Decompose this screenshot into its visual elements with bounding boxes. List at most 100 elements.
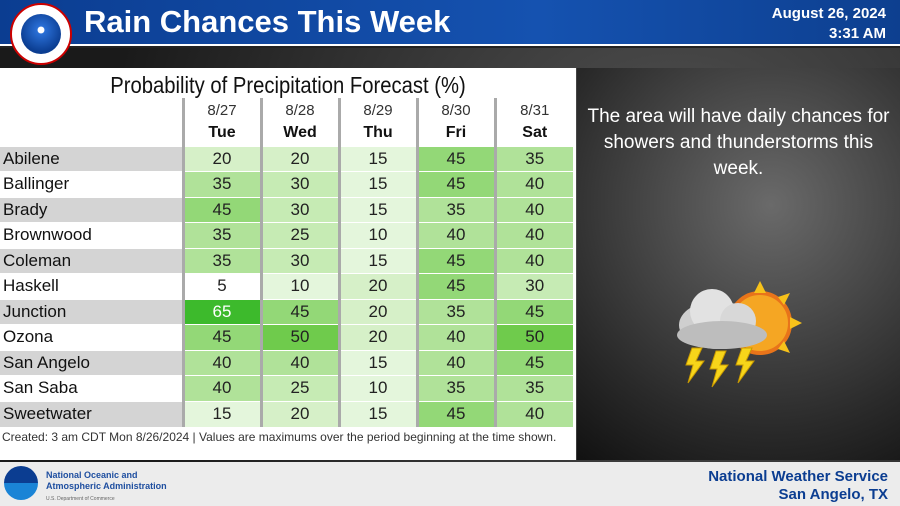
header: Rain Chances This Week August 26, 2024 3…	[0, 0, 900, 46]
location-name: Ozona	[0, 324, 183, 350]
location-name: San Angelo	[0, 349, 183, 376]
pop-cell: 45	[415, 247, 495, 274]
location-name: Sweetwater	[0, 400, 183, 427]
pop-cell: 30	[493, 273, 573, 299]
location-name: Ballinger	[0, 171, 183, 197]
table-row: Brady 45 30 15 35 40	[0, 196, 573, 223]
pop-cell: 30	[259, 196, 339, 223]
table-row: Haskell 5 10 20 45 30	[0, 273, 573, 299]
forecast-message: The area will have daily chances for sho…	[587, 106, 890, 179]
location-name: Junction	[0, 298, 183, 325]
pop-cell: 35	[493, 375, 573, 401]
location-name: Abilene	[0, 145, 183, 172]
pop-cell: 45	[415, 273, 495, 299]
noaa-line3: U.S. Department of Commerce	[46, 496, 115, 502]
pop-cell: 45	[181, 196, 261, 223]
pop-cell: 15	[337, 349, 417, 376]
pop-cell: 65	[181, 298, 261, 325]
location-name: San Saba	[0, 375, 183, 401]
office-line2: San Angelo, TX	[778, 486, 888, 503]
column-date: 8/31	[520, 101, 550, 119]
column-date: 8/30	[441, 101, 471, 119]
table-row: Coleman 35 30 15 45 40	[0, 247, 573, 274]
pop-table: 8/27 Tue 8/28 Wed 8/29 Thu 8/30 Fri 8/31 Sat Abil…	[0, 98, 573, 427]
pop-cell: 45	[181, 324, 261, 350]
noaa-logo	[4, 466, 38, 500]
pop-cell: 35	[415, 196, 495, 223]
pop-cell: 35	[493, 145, 573, 172]
pop-cell: 5	[181, 273, 261, 299]
column-header: 8/28 Wed	[259, 98, 339, 146]
location-name: Haskell	[0, 273, 183, 299]
column-day: Wed	[283, 123, 317, 141]
pop-table-panel: Probability of Precipitation Forecast (%…	[0, 68, 576, 460]
column-day: Fri	[445, 123, 467, 141]
pop-cell: 20	[337, 273, 417, 299]
table-row: Sweetwater 15 20 15 45 40	[0, 400, 573, 427]
column-header: 8/29 Thu	[337, 98, 417, 146]
pop-cell: 15	[337, 196, 417, 223]
pop-cell: 40	[493, 400, 573, 427]
column-day: Sat	[522, 123, 548, 141]
pop-cell: 40	[415, 222, 495, 248]
column-day: Tue	[208, 123, 236, 141]
table-row: San Angelo 40 40 15 40 45	[0, 349, 573, 376]
table-row: San Saba 40 25 10 35 35	[0, 375, 573, 401]
pop-cell: 10	[259, 273, 339, 299]
pop-cell: 40	[493, 196, 573, 223]
column-date: 8/27	[207, 101, 237, 119]
pop-cell: 10	[337, 375, 417, 401]
noaa-line2: Atmospheric Administration	[46, 481, 167, 491]
column-date: 8/29	[363, 101, 393, 119]
corner-cell	[0, 98, 183, 146]
pop-cell: 40	[415, 349, 495, 376]
column-header: 8/27 Tue	[181, 98, 261, 146]
table-title: Probability of Precipitation Forecast (%…	[110, 72, 466, 98]
pop-cell: 15	[337, 247, 417, 274]
issued-date: August 26, 2024	[771, 5, 886, 22]
pop-cell: 45	[415, 400, 495, 427]
column-day: Thu	[363, 123, 393, 141]
pop-cell: 20	[259, 145, 339, 172]
pop-cell: 50	[259, 324, 339, 350]
pop-cell: 40	[259, 349, 339, 376]
pop-cell: 40	[493, 247, 573, 274]
office-name: National Weather Service San Angelo, TX	[708, 468, 888, 504]
pop-cell: 10	[337, 222, 417, 248]
pop-cell: 40	[181, 375, 261, 401]
pop-cell: 35	[415, 298, 495, 325]
pop-cell: 35	[181, 222, 261, 248]
location-name: Brady	[0, 196, 183, 223]
pop-cell: 40	[493, 222, 573, 248]
pop-cell: 15	[337, 145, 417, 172]
pop-cell: 30	[259, 171, 339, 197]
pop-cell: 45	[259, 298, 339, 325]
issued-time: 3:31 AM	[829, 25, 886, 42]
pop-cell: 20	[337, 324, 417, 350]
column-header: 8/30 Fri	[415, 98, 495, 146]
pop-cell: 15	[337, 400, 417, 427]
table-row: Abilene 20 20 15 45 35	[0, 145, 573, 172]
noaa-line1: National Oceanic and	[46, 470, 138, 480]
table-row: Junction 65 45 20 35 45	[0, 298, 573, 325]
table-row: Ozona 45 50 20 40 50	[0, 324, 573, 350]
table-row: Brownwood 35 25 10 40 40	[0, 222, 573, 248]
page-title: Rain Chances This Week	[84, 4, 451, 39]
nws-logo	[10, 3, 72, 65]
pop-cell: 35	[181, 247, 261, 274]
pop-cell: 45	[493, 349, 573, 376]
location-name: Coleman	[0, 247, 183, 274]
pop-cell: 20	[181, 145, 261, 172]
noaa-name: National Oceanic and Atmospheric Adminis…	[46, 470, 167, 505]
table-note: Created: 3 am CDT Mon 8/26/2024 | Values…	[2, 430, 557, 444]
office-line1: National Weather Service	[708, 468, 888, 485]
pop-cell: 45	[415, 145, 495, 172]
location-name: Brownwood	[0, 222, 183, 248]
footer: National Oceanic and Atmospheric Adminis…	[0, 462, 900, 506]
pop-cell: 30	[259, 247, 339, 274]
issued-datetime: August 26, 2024 3:31 AM	[772, 4, 886, 44]
thunderstorm-sun-icon	[677, 281, 802, 388]
pop-cell: 15	[337, 171, 417, 197]
column-date: 8/28	[285, 101, 315, 119]
pop-cell: 40	[415, 324, 495, 350]
